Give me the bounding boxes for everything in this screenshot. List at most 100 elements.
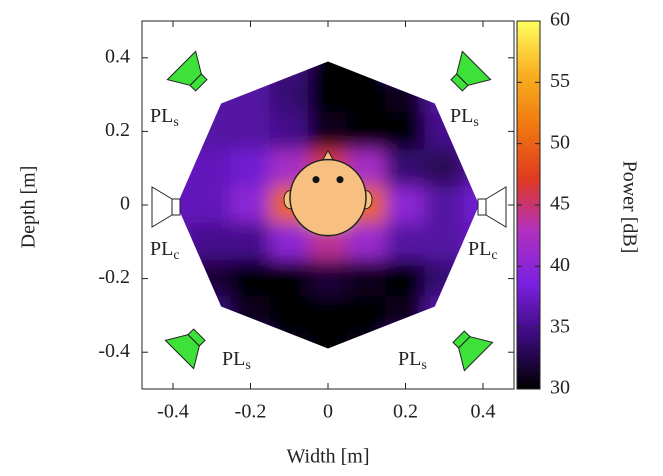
speaker — [167, 51, 215, 99]
chart: Width [m] Depth [m] Power [dB] -0.4 -0.2 0… — [0, 0, 663, 476]
speaker-cone — [486, 187, 506, 227]
heat-cell — [231, 113, 271, 151]
heat-cell — [424, 149, 464, 187]
colorbar-tick-label: 55 — [550, 70, 570, 92]
y-tick-label: -0.4 — [98, 340, 130, 362]
heat-cell — [269, 297, 309, 335]
speaker-body — [478, 199, 486, 215]
label-text: PL — [150, 238, 173, 260]
heat-cell — [424, 186, 464, 224]
speaker — [165, 321, 213, 369]
heat-cell — [192, 186, 232, 224]
heat-cell — [463, 149, 503, 187]
speaker-label: PLc — [468, 238, 498, 264]
heat-cell — [308, 333, 348, 371]
speaker-cone — [152, 187, 172, 227]
heat-cell — [463, 260, 503, 298]
colorbar-label: Power [dB] — [618, 161, 640, 254]
eye — [313, 176, 320, 183]
label-subscript: c — [491, 248, 497, 263]
heat-cell — [308, 76, 348, 114]
x-tick-label: 0.2 — [393, 401, 418, 423]
heat-cell — [386, 223, 426, 261]
heat-cell — [192, 223, 232, 261]
heat-cell — [308, 113, 348, 151]
label-text: PL — [450, 105, 473, 127]
label-subscript: c — [173, 248, 179, 263]
heat-cell — [386, 149, 426, 187]
speaker — [152, 187, 180, 227]
colorbar-tick-label: 30 — [550, 377, 570, 399]
speaker-cone — [450, 328, 492, 370]
label-text: PL — [150, 105, 173, 127]
colorbar-tick-label: 35 — [550, 315, 570, 337]
eye — [337, 176, 344, 183]
speaker-label: PLs — [150, 105, 179, 131]
head — [290, 160, 366, 236]
speaker-body — [172, 199, 180, 215]
heat-cell — [386, 260, 426, 298]
x-tick-label: -0.4 — [157, 401, 189, 423]
heat-cell — [269, 333, 309, 371]
speaker-label: PLs — [222, 348, 251, 374]
heat-cell — [231, 76, 271, 114]
heat-cell — [386, 186, 426, 224]
heat-cell — [192, 113, 232, 151]
heat-cell — [347, 76, 387, 114]
heat-cell — [424, 297, 464, 335]
colorbar-tick-label: 60 — [550, 9, 570, 31]
speaker-cone — [165, 326, 207, 368]
heat-cell — [347, 333, 387, 371]
heat-cell — [192, 260, 232, 298]
label-subscript: s — [173, 115, 178, 130]
x-axis-label: Width [m] — [286, 446, 369, 468]
heat-cell — [386, 297, 426, 335]
label-subscript: s — [473, 115, 478, 130]
heat-cell — [347, 113, 387, 151]
heat-cell — [386, 39, 426, 77]
y-axis-label: Depth [m] — [18, 166, 40, 249]
speaker-label: PLs — [398, 348, 427, 374]
speaker-label: PLs — [450, 105, 479, 131]
speaker-cone — [167, 51, 209, 93]
y-tick-label: -0.2 — [98, 266, 130, 288]
heat-cell — [347, 39, 387, 77]
speaker — [443, 51, 491, 99]
heat-cell — [192, 297, 232, 335]
heat-cell — [347, 260, 387, 298]
heat-cell — [269, 260, 309, 298]
y-tick-label: 0 — [120, 193, 130, 215]
label-text: PL — [468, 238, 491, 260]
heat-cell — [153, 149, 193, 187]
heat-cell — [308, 39, 348, 77]
speaker-cone — [448, 51, 490, 93]
x-tick-label: 0.4 — [471, 401, 496, 423]
colorbar-tick-label: 50 — [550, 131, 570, 153]
heat-cell — [347, 297, 387, 335]
heat-cell — [347, 223, 387, 261]
heat-cell — [231, 297, 271, 335]
label-subscript: s — [245, 358, 250, 373]
label-text: PL — [398, 348, 421, 370]
heat-cell — [231, 39, 271, 77]
heat-cell — [308, 297, 348, 335]
y-tick-label: 0.2 — [105, 119, 130, 141]
label-subscript: s — [421, 358, 426, 373]
heat-cell — [424, 260, 464, 298]
y-tick-label: 0.4 — [105, 45, 130, 67]
x-tick-label: 0 — [323, 401, 333, 423]
heat-cell — [231, 223, 271, 261]
label-text: PL — [222, 348, 245, 370]
heat-cell — [231, 186, 271, 224]
heat-cell — [269, 76, 309, 114]
speaker — [478, 187, 506, 227]
heat-cell — [308, 260, 348, 298]
heat-cell — [192, 149, 232, 187]
colorbar-tick-label: 45 — [550, 193, 570, 215]
x-tick-label: -0.2 — [235, 401, 267, 423]
colorbar-tick-label: 40 — [550, 254, 570, 276]
heat-cell — [269, 223, 309, 261]
heat-cell — [386, 76, 426, 114]
heat-cell — [231, 260, 271, 298]
speaker — [445, 323, 493, 371]
